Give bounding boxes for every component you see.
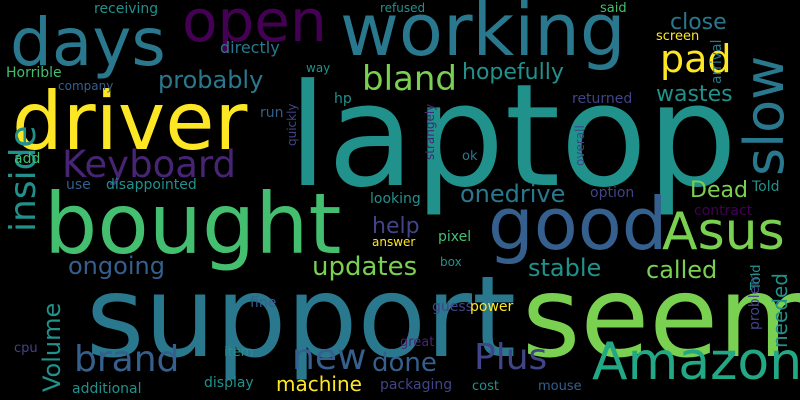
word-stable: stable [528, 254, 602, 282]
word-inside: inside [3, 125, 44, 232]
word-quickly: quickly [285, 103, 299, 146]
word-receiving: receiving [94, 1, 159, 17]
word-disappointed: disappointed [106, 177, 197, 193]
word-great: great [400, 335, 435, 350]
word-ongoing: ongoing [68, 252, 165, 280]
word-called: called [646, 256, 718, 284]
word-cost: cost [472, 379, 499, 394]
word-company: company [58, 79, 114, 93]
word-display: display [204, 375, 254, 391]
word-directly: directly [220, 38, 280, 57]
word-overall: overall [573, 125, 587, 166]
word-needed: needed [768, 273, 792, 348]
word-told: Told [752, 179, 780, 195]
word-packaging: packaging [380, 377, 453, 393]
word-fine: fine [250, 295, 277, 311]
word-good: good [488, 182, 668, 266]
word-told-vertical: Told [749, 264, 764, 290]
word-updates: updates [312, 252, 418, 282]
word-volume: Volume [38, 302, 66, 392]
word-use: use [66, 177, 91, 193]
word-wastes: wastes [656, 82, 733, 107]
word-seem: seem [522, 253, 800, 383]
word-days: days [10, 4, 166, 81]
word-slow: slow [733, 55, 796, 176]
word-hp: hp [334, 91, 352, 107]
word-done: done [372, 348, 437, 378]
word-refused: refused [380, 1, 426, 15]
word-bought: bought [44, 175, 342, 273]
word-driver: driver [12, 75, 248, 168]
word-power: power [470, 299, 514, 315]
word-horrible: Horrible [6, 65, 62, 81]
word-new: new [292, 337, 367, 378]
word-add: add [14, 151, 41, 167]
word-looking: looking [370, 191, 421, 207]
word-additional: additional [72, 381, 142, 397]
word-pad: pad [660, 37, 732, 81]
word-onedrive: onedrive [460, 180, 566, 208]
word-arrival: arrival [709, 39, 725, 85]
word-support: support [86, 253, 517, 383]
word-answer: answer [372, 235, 416, 249]
word-brand: brand [74, 339, 180, 380]
word-box: box [440, 255, 462, 269]
word-probably: probably [158, 66, 264, 94]
word-ok: ok [462, 149, 478, 164]
word-cpu: cpu [14, 341, 38, 356]
word-plus: Plus [474, 337, 548, 378]
word-dead: Dead [690, 178, 748, 203]
word-asus: Asus [662, 202, 785, 262]
word-amazon: Amazon [592, 332, 800, 392]
word-guess: guess [432, 299, 473, 315]
word-run: run [260, 105, 284, 121]
word-bland: bland [362, 59, 457, 99]
word-contract: contract [694, 203, 753, 219]
word-laptop: laptop [288, 54, 738, 219]
word-machine: machine [276, 372, 362, 396]
word-help: help [372, 214, 420, 239]
word-hopefully: hopefully [462, 60, 564, 85]
word-strangely: strangely [423, 103, 437, 160]
word-keyboard: Keyboard [62, 143, 236, 186]
word-pixel: pixel [438, 229, 472, 245]
word-item: item [224, 345, 254, 360]
word-mouse: mouse [538, 379, 582, 394]
word-open: open [182, 0, 327, 55]
word-close: close [670, 10, 727, 35]
word-way: way [306, 61, 331, 75]
word-returned: returned [572, 91, 633, 107]
word-working: working [340, 0, 626, 72]
word-option: option [590, 185, 635, 201]
word-screen: screen [656, 29, 700, 44]
word-said: said [600, 1, 627, 16]
